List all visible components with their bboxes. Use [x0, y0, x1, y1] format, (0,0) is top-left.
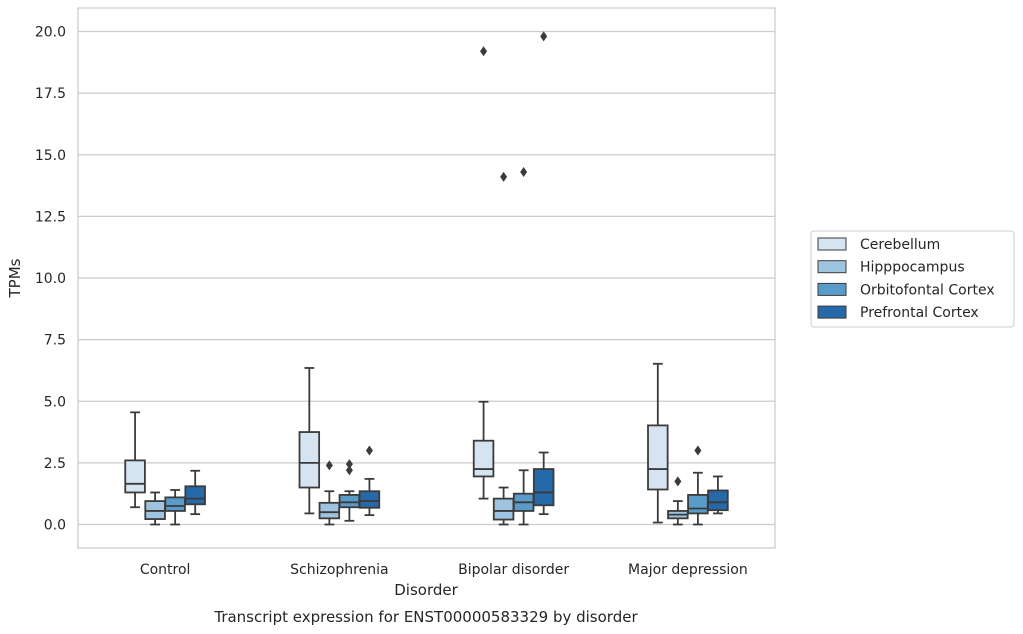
legend-swatch	[817, 305, 847, 319]
y-tick-label: 10.0	[35, 271, 66, 287]
box	[687, 445, 709, 526]
outlier-point	[345, 459, 353, 470]
y-axis-label: TPMs	[6, 258, 24, 298]
outlier-point	[520, 167, 528, 178]
y-tick-label: 12.5	[35, 209, 66, 225]
box-plot-groups	[124, 31, 729, 526]
box	[532, 31, 555, 516]
box	[492, 171, 515, 526]
category-group	[472, 31, 555, 526]
box-body	[164, 496, 186, 512]
y-axis-ticks: 0.0 2.5 5.0 7.5 10.0 12.5 15.0 17.5 20.0	[35, 25, 66, 534]
outlier-point	[325, 460, 333, 471]
box-body	[358, 490, 381, 509]
legend-label: Orbitofontal Cortex	[860, 282, 995, 298]
x-axis-ticks: Control Schizophrenia Bipolar disorder Majo…	[140, 562, 748, 578]
x-tick-label: Bipolar disorder	[458, 562, 569, 578]
outlier-point	[345, 465, 353, 476]
box	[512, 167, 535, 526]
y-tick-label: 0.0	[44, 518, 66, 534]
box-body	[707, 489, 729, 512]
x-tick-label: Control	[140, 562, 191, 578]
box	[647, 362, 669, 524]
y-tick-label: 20.0	[35, 25, 66, 41]
box	[667, 476, 689, 526]
chart-caption: Transcript expression for ENST0000058332…	[213, 608, 638, 626]
outlier-point	[480, 46, 488, 57]
box-body	[647, 424, 669, 491]
y-tick-label: 7.5	[44, 333, 66, 349]
category-group	[124, 411, 206, 526]
legend-swatch	[817, 260, 847, 274]
box-body	[298, 431, 321, 489]
x-tick-label: Schizophrenia	[290, 562, 388, 578]
outlier-point	[365, 445, 373, 456]
outlier-point	[674, 476, 682, 487]
y-tick-label: 17.5	[35, 86, 66, 102]
box-body	[338, 494, 361, 509]
box-body	[184, 485, 206, 506]
box-body	[687, 494, 709, 515]
legend-label: Prefrontal Cortex	[860, 305, 979, 321]
box	[338, 459, 361, 522]
y-tick-label: 15.0	[35, 148, 66, 164]
box-body	[532, 468, 555, 507]
box	[298, 367, 321, 515]
box-body	[472, 439, 495, 478]
outlier-point	[540, 31, 548, 42]
legend-swatch	[817, 237, 847, 251]
legend-items: Cerebellum Hipppocampus Orbitofontal Corte…	[817, 237, 995, 321]
plot-area-frame	[77, 7, 776, 549]
box-body	[318, 501, 341, 520]
grid-lines	[78, 30, 775, 526]
box	[358, 445, 381, 517]
box-body	[492, 497, 515, 521]
legend-label: Hipppocampus	[860, 260, 965, 276]
box	[318, 460, 341, 526]
box-body	[124, 459, 146, 494]
box	[144, 491, 166, 526]
outlier-point	[694, 445, 702, 456]
box	[707, 475, 729, 515]
category-group	[298, 367, 381, 526]
y-tick-label: 2.5	[44, 456, 66, 472]
category-group	[647, 362, 729, 526]
legend-label: Cerebellum	[860, 237, 940, 253]
legend-swatch	[817, 282, 847, 296]
legend-frame	[810, 230, 1015, 328]
box	[124, 411, 146, 509]
y-tick-label: 5.0	[44, 394, 66, 410]
x-tick-label: Major depression	[628, 562, 748, 578]
box	[472, 46, 495, 500]
outlier-point	[500, 171, 508, 182]
legend: Cerebellum Hipppocampus Orbitofontal Corte…	[810, 230, 1015, 328]
x-axis-label: Disorder	[394, 581, 458, 599]
box	[184, 469, 206, 516]
box	[164, 489, 186, 526]
